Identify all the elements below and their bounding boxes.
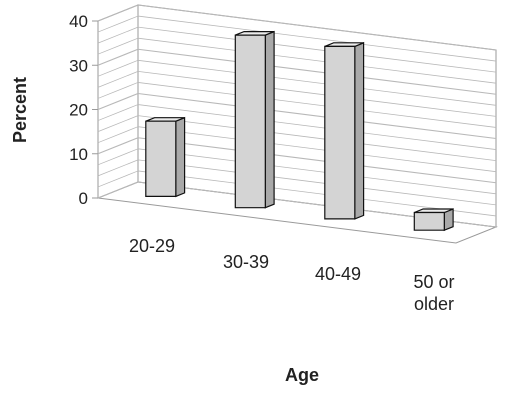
bar-side xyxy=(264,30,275,209)
x-tick-label: older xyxy=(414,294,454,314)
y-tick-label: 20 xyxy=(69,101,88,120)
gridlines xyxy=(97,4,497,228)
side-gridline xyxy=(97,26,139,44)
bar-side xyxy=(175,116,186,198)
gridline xyxy=(137,15,497,62)
side-gridline xyxy=(97,181,139,199)
side-gridline xyxy=(97,37,139,55)
side-gridline xyxy=(97,115,139,132)
bar-front xyxy=(234,34,266,209)
side-gridline xyxy=(97,15,139,33)
gridline xyxy=(137,70,497,117)
gridline xyxy=(137,4,497,51)
bar-front xyxy=(324,45,356,220)
y-tick-label: 0 xyxy=(79,189,88,208)
bar-side xyxy=(354,41,365,220)
gridline xyxy=(137,148,497,195)
side-gridline xyxy=(97,159,139,177)
bar-front xyxy=(145,120,177,197)
gridline xyxy=(137,37,497,84)
side-gridline xyxy=(97,170,139,188)
y-tick-label: 40 xyxy=(69,12,88,31)
side-gridline xyxy=(97,48,139,66)
y-tick-label: 10 xyxy=(69,145,88,164)
side-gridline xyxy=(97,82,139,99)
x-tick-label: 30-39 xyxy=(223,252,269,272)
x-tick-label: 50 or xyxy=(413,272,454,292)
side-gridline xyxy=(97,137,139,155)
bar xyxy=(413,208,454,232)
bar-front xyxy=(413,211,445,231)
gridline xyxy=(137,82,497,128)
bar xyxy=(145,116,186,198)
x-tick-label: 40-49 xyxy=(315,264,361,284)
side-gridline xyxy=(97,148,139,166)
y-axis-title: Percent xyxy=(10,77,30,143)
side-gridline xyxy=(97,4,139,22)
y-tick-label: 30 xyxy=(69,56,88,75)
gridline xyxy=(137,104,497,150)
gridline xyxy=(137,59,497,106)
side-gridline xyxy=(97,126,139,144)
gridline xyxy=(137,26,497,73)
gridline xyxy=(137,159,497,206)
side-gridline xyxy=(97,92,139,111)
gridline xyxy=(137,126,497,173)
gridline xyxy=(137,137,497,184)
side-gridline xyxy=(97,104,139,121)
bar xyxy=(234,30,275,209)
x-tick-label: 20-29 xyxy=(129,236,175,256)
y-tick-labels: 0 10 20 30 40 xyxy=(69,12,98,208)
x-axis-title: Age xyxy=(285,365,319,385)
bars xyxy=(145,30,454,232)
bar xyxy=(324,41,365,220)
side-gridline xyxy=(97,59,139,77)
gridline xyxy=(137,48,497,95)
side-gridline xyxy=(97,71,139,88)
gridline xyxy=(137,115,497,162)
gridline xyxy=(137,92,497,140)
